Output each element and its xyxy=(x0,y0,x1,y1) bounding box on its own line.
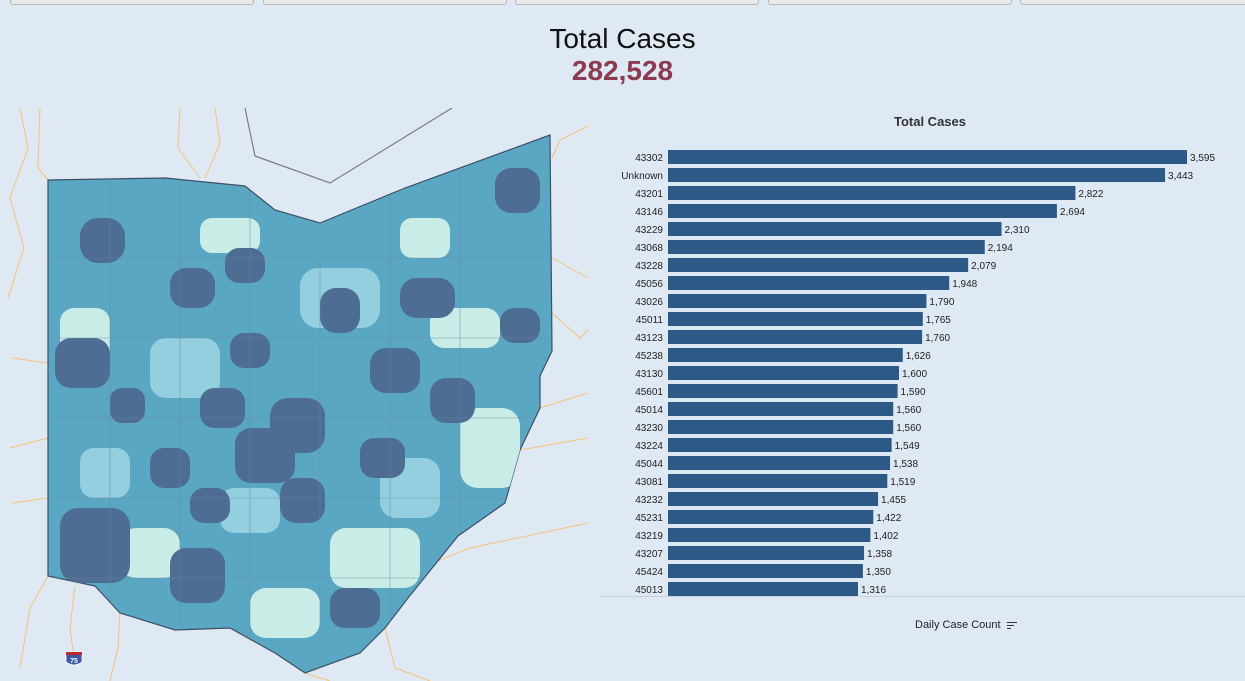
bar[interactable] xyxy=(668,222,1002,236)
tab-1[interactable] xyxy=(10,0,254,5)
bar[interactable] xyxy=(668,510,874,524)
bar[interactable] xyxy=(668,564,863,578)
value-label: 1,455 xyxy=(881,495,906,506)
value-label: 1,350 xyxy=(866,567,891,578)
summary-title: Total Cases xyxy=(549,23,696,54)
bar[interactable] xyxy=(668,492,879,506)
bar[interactable] xyxy=(668,276,950,290)
bar[interactable] xyxy=(668,294,927,308)
category-label: 43026 xyxy=(635,297,663,308)
bar[interactable] xyxy=(668,420,894,434)
value-label: 1,790 xyxy=(929,297,954,308)
bar[interactable] xyxy=(668,258,969,272)
value-label: 1,590 xyxy=(901,387,926,398)
value-label: 2,194 xyxy=(988,243,1013,254)
sort-label[interactable]: Daily Case Count xyxy=(915,619,1001,631)
category-label: 43130 xyxy=(635,369,663,380)
summary-value: 282,528 xyxy=(571,55,674,86)
value-label: 1,316 xyxy=(861,585,886,596)
value-label: 1,600 xyxy=(902,369,927,380)
zip-regions xyxy=(48,168,552,673)
value-label: 1,765 xyxy=(926,315,951,326)
bar[interactable] xyxy=(668,402,894,416)
value-label: 1,402 xyxy=(873,531,898,542)
bar[interactable] xyxy=(668,312,923,326)
interstate-shield-icon: 75 xyxy=(65,651,83,666)
bar[interactable] xyxy=(668,348,903,362)
chart-divider xyxy=(600,596,1245,597)
bar[interactable] xyxy=(668,168,1166,182)
value-label: 2,079 xyxy=(971,261,996,272)
category-label: 45056 xyxy=(635,279,663,290)
value-label: 1,538 xyxy=(893,459,918,470)
category-label: 43146 xyxy=(635,207,663,218)
bar[interactable] xyxy=(668,150,1187,164)
category-label: 43068 xyxy=(635,243,663,254)
tab-3[interactable] xyxy=(515,0,759,5)
category-label: Unknown xyxy=(621,171,663,182)
category-label: 43302 xyxy=(635,153,663,164)
bar[interactable] xyxy=(668,456,891,470)
category-label: 43123 xyxy=(635,333,663,344)
tab-4[interactable] xyxy=(768,0,1012,5)
category-label: 45231 xyxy=(635,513,663,524)
category-label: 43229 xyxy=(635,225,663,236)
sort-control[interactable]: Daily Case Count xyxy=(915,619,1017,631)
value-label: 1,626 xyxy=(906,351,931,362)
sort-descending-icon[interactable] xyxy=(1006,621,1017,630)
category-label: 43201 xyxy=(635,189,663,200)
road-lines xyxy=(7,108,589,681)
bar[interactable] xyxy=(668,366,899,380)
category-label: 45011 xyxy=(636,315,664,326)
category-label: 43228 xyxy=(635,261,663,272)
map-panel[interactable]: 75 xyxy=(0,108,590,681)
value-label: 2,822 xyxy=(1078,189,1103,200)
value-label: 1,760 xyxy=(925,333,950,344)
bar[interactable] xyxy=(668,330,923,344)
chart-title: Total Cases xyxy=(893,114,966,129)
bar[interactable] xyxy=(668,186,1076,200)
category-label: 43219 xyxy=(635,531,663,542)
category-label: 45424 xyxy=(635,567,663,578)
tab-2[interactable] xyxy=(263,0,507,5)
value-label: 2,310 xyxy=(1004,225,1029,236)
interstate-shield-label: 75 xyxy=(70,658,78,665)
top-tab-strip xyxy=(0,0,1245,6)
category-label: 43232 xyxy=(635,495,663,506)
bar[interactable] xyxy=(668,528,871,542)
value-label: 1,560 xyxy=(896,405,921,416)
value-label: 1,560 xyxy=(896,423,921,434)
category-label: 43081 xyxy=(635,477,663,488)
bar[interactable] xyxy=(668,474,888,488)
summary-card: Total Cases 282,528 xyxy=(0,22,1245,86)
category-label: 43230 xyxy=(635,423,663,434)
bar[interactable] xyxy=(668,582,858,596)
value-label: 2,694 xyxy=(1060,207,1085,218)
value-label: 1,519 xyxy=(890,477,915,488)
tab-5[interactable] xyxy=(1020,0,1245,5)
value-label: 1,422 xyxy=(876,513,901,524)
value-label: 3,595 xyxy=(1190,153,1215,164)
lake-boundary xyxy=(244,108,453,184)
category-label: 43207 xyxy=(635,549,663,560)
value-label: 1,358 xyxy=(867,549,892,560)
bar[interactable] xyxy=(668,204,1057,218)
value-label: 1,948 xyxy=(952,279,977,290)
category-label: 43224 xyxy=(635,441,663,452)
bar[interactable] xyxy=(668,438,892,452)
category-label: 45044 xyxy=(635,459,663,470)
value-label: 3,443 xyxy=(1168,171,1193,182)
category-label: 45013 xyxy=(635,585,663,596)
category-label: 45238 xyxy=(635,351,663,362)
bar[interactable] xyxy=(668,240,985,254)
category-label: 45601 xyxy=(635,387,663,398)
bar-chart: 43302 3,595 Unknown 3,443 43201 2,822 43146 2,6… xyxy=(621,150,1215,596)
category-label: 45014 xyxy=(635,405,663,416)
bar[interactable] xyxy=(668,384,898,398)
value-label: 1,549 xyxy=(895,441,920,452)
bar-chart-panel: Total Cases 43302 3,595 Unknown 3,443 43201 2… xyxy=(600,108,1245,608)
ohio-zip-map[interactable]: 75 xyxy=(0,108,590,681)
bar[interactable] xyxy=(668,546,865,560)
